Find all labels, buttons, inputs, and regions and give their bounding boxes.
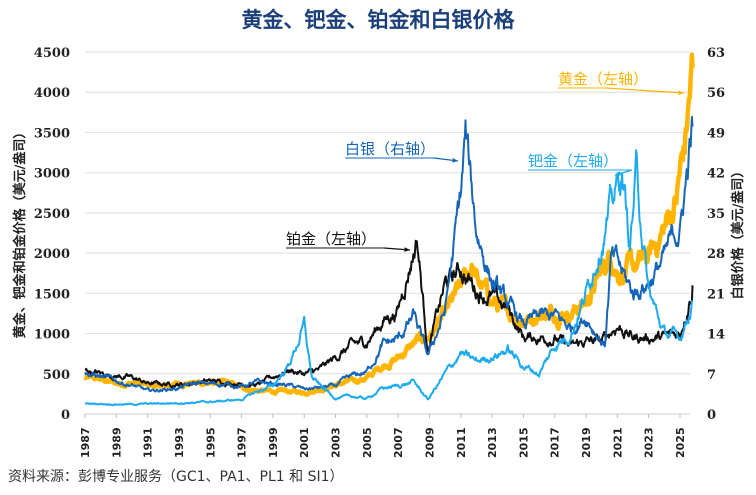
right-tick-label: 7 xyxy=(707,368,716,383)
x-tick-label: 1999 xyxy=(267,427,280,458)
right-tick-label: 63 xyxy=(707,46,725,61)
right-tick-label: 35 xyxy=(707,207,725,222)
x-tick-label: 1995 xyxy=(204,427,217,458)
x-tick-label: 2015 xyxy=(517,427,530,458)
arrowhead-icon xyxy=(678,90,684,95)
x-tick-label: 2007 xyxy=(392,427,405,458)
x-tick-label: 2013 xyxy=(486,427,499,458)
right-tick-label: 42 xyxy=(707,167,725,182)
left-tick-label: 2500 xyxy=(34,207,70,222)
x-tick-label: 2021 xyxy=(611,427,624,458)
left-tick-label: 1000 xyxy=(34,328,70,343)
x-tick-label: 1989 xyxy=(110,427,123,458)
x-tick-label: 2019 xyxy=(580,427,593,458)
x-tick-label: 2003 xyxy=(330,427,343,458)
left-tick-label: 3000 xyxy=(34,167,70,182)
x-tick-label: 1997 xyxy=(236,427,249,458)
arrowhead-icon xyxy=(615,171,621,176)
x-tick-label: 2025 xyxy=(674,427,687,458)
series-line-3 xyxy=(84,115,694,393)
right-tick-label: 21 xyxy=(707,287,725,302)
annotation-label: 铂金（左轴） xyxy=(286,230,376,248)
left-tick-label: 0 xyxy=(61,408,70,423)
series-line-4 xyxy=(84,149,693,407)
x-tick-label: 2023 xyxy=(643,427,656,458)
annotation-label: 黄金（左轴） xyxy=(558,70,648,88)
x-tick-label: 2005 xyxy=(361,427,374,458)
right-tick-label: 56 xyxy=(707,86,725,101)
annotation-label: 钯金（左轴） xyxy=(528,152,618,170)
left-tick-label: 4000 xyxy=(34,86,70,101)
x-tick-label: 1993 xyxy=(173,427,186,458)
arrowhead-icon xyxy=(404,247,410,252)
x-tick-label: 2009 xyxy=(423,427,436,458)
x-tick-label: 2017 xyxy=(549,427,562,458)
arrowhead-icon xyxy=(452,157,458,163)
left-tick-label: 2000 xyxy=(34,247,70,262)
x-tick-label: 2011 xyxy=(455,427,468,458)
source-note: 资料来源：彭博专业服务（GC1、PA1、PL1 和 SI1） xyxy=(8,469,344,485)
chart-title: 黄金、钯金、铂金和白银价格 xyxy=(241,7,515,32)
right-tick-label: 14 xyxy=(707,328,725,343)
left-tick-label: 500 xyxy=(43,368,70,383)
left-tick-label: 4500 xyxy=(34,46,70,61)
left-tick-label: 1500 xyxy=(34,287,70,302)
right-tick-label: 28 xyxy=(707,247,725,262)
left-axis-label: 黄金、钯金和铂金价格（美元/盎司） xyxy=(12,126,28,339)
annotation-label: 白银（右轴） xyxy=(345,140,435,158)
x-tick-label: 2001 xyxy=(298,427,311,458)
left-tick-label: 3500 xyxy=(34,126,70,141)
x-tick-label: 1991 xyxy=(142,427,155,458)
right-tick-label: 0 xyxy=(707,408,716,423)
annotation-arrow xyxy=(605,87,685,94)
right-axis-label: 白银价格（美元/盎司） xyxy=(730,165,746,300)
x-tick-label: 1987 xyxy=(79,427,92,458)
right-tick-label: 49 xyxy=(707,126,725,141)
